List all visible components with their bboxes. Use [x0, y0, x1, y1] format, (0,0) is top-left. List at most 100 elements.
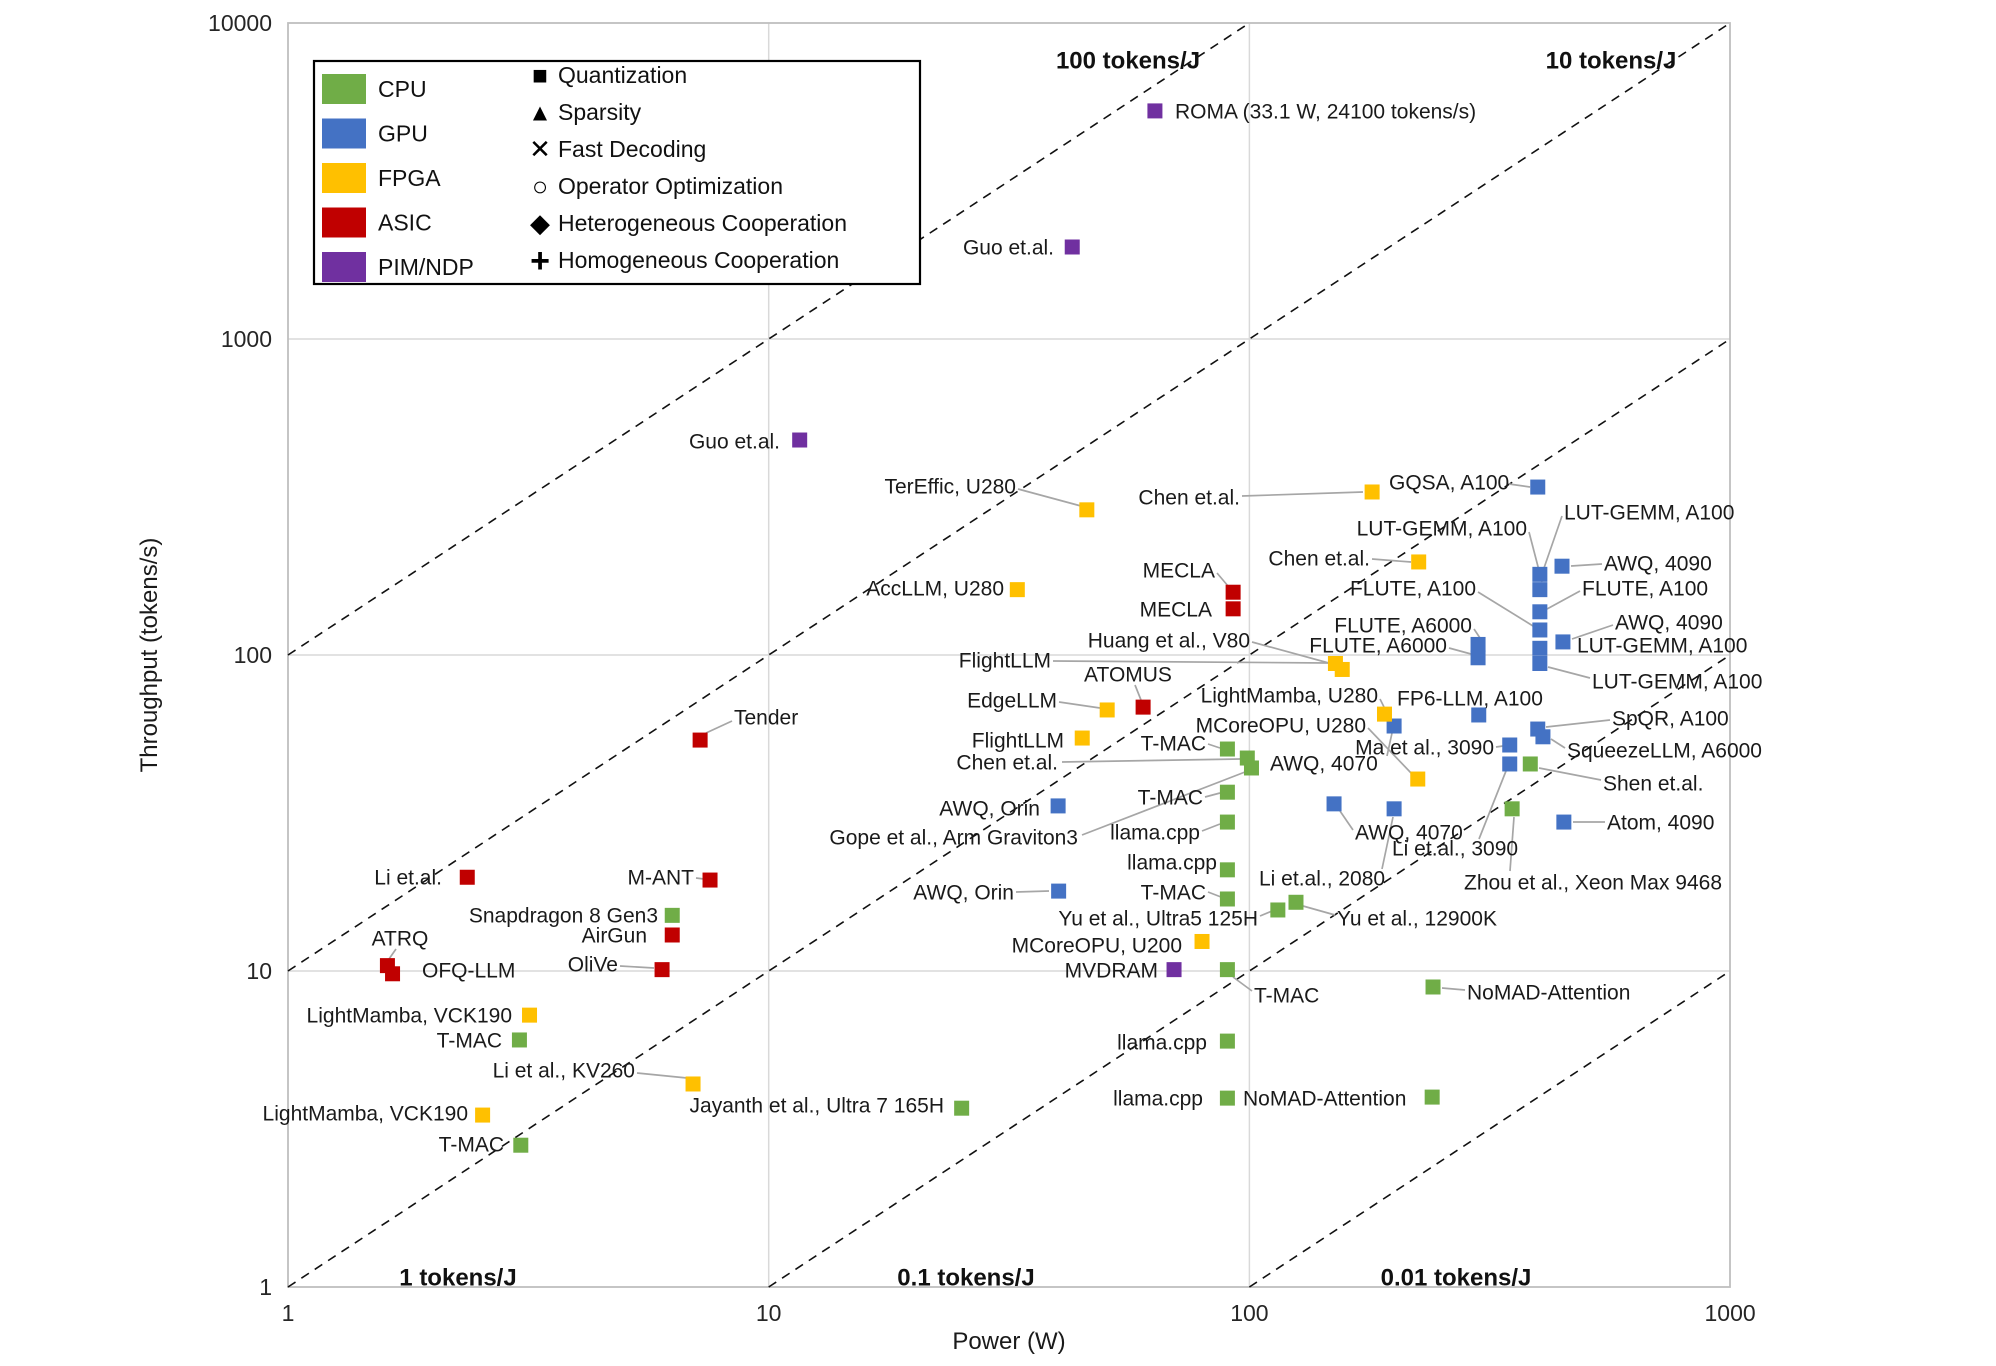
- data-point-label: MCoreOPU, U280: [1196, 714, 1366, 737]
- data-point-gpu-square: [1532, 604, 1548, 620]
- label-leader-line: [1207, 743, 1221, 749]
- label-leader-line: [636, 1072, 688, 1079]
- data-point-fpga-square: [1376, 706, 1392, 722]
- label-leader-line: [1473, 628, 1481, 639]
- label-leader-line: [1379, 698, 1385, 708]
- data-point-asic-square: [459, 869, 475, 885]
- efficiency-line-label: 10 tokens/J: [1546, 47, 1677, 74]
- data-point-fpga-square: [1334, 661, 1350, 677]
- data-point-label: MECLA: [1143, 559, 1215, 582]
- data-point-cpu-square: [1219, 814, 1235, 830]
- label-leader-line: [388, 948, 397, 960]
- data-point-gpu-square: [1051, 883, 1067, 899]
- label-leader-line: [1134, 684, 1142, 701]
- data-point-gpu-square: [1326, 796, 1342, 812]
- data-point-label: T-MAC: [1254, 984, 1319, 1007]
- data-point-label: SpQR, A100: [1612, 707, 1729, 730]
- data-point-label: Li et.al.: [374, 866, 442, 889]
- data-point-fpga-square: [1194, 933, 1210, 949]
- label-leader-line: [1339, 810, 1354, 831]
- data-point-label: Yu et al., Ultra5 125H: [1058, 907, 1258, 930]
- data-point-asic-square: [654, 962, 670, 978]
- data-point-label: FLUTE, A6000: [1309, 634, 1447, 657]
- data-point-label: FLUTE, A6000: [1334, 614, 1472, 637]
- data-point-pimndp-square: [1064, 239, 1080, 255]
- data-point-fpga-square: [1009, 582, 1025, 598]
- data-point-label: Jayanth et al., Ultra 7 165H: [690, 1094, 944, 1117]
- legend-glyph-sparsity-icon: ▲: [528, 99, 552, 126]
- data-point-cpu-square: [1219, 862, 1235, 878]
- legend-swatch-cpu: [322, 74, 366, 104]
- data-point-cpu-square: [1288, 894, 1304, 910]
- label-leader-line: [1201, 823, 1221, 832]
- data-point-label: OliVe: [568, 953, 618, 976]
- data-point-label: NoMAD-Attention: [1467, 981, 1630, 1004]
- data-point-asic-square: [664, 927, 680, 943]
- label-leader-line: [1570, 563, 1603, 567]
- data-point-pimndp-square: [1166, 962, 1182, 978]
- label-leader-line: [1495, 745, 1504, 748]
- data-point-label: Atom, 4090: [1607, 811, 1714, 834]
- legend-swatch-fpga: [322, 163, 366, 193]
- data-point-label: T-MAC: [437, 1029, 502, 1052]
- legend-box: [312, 59, 922, 286]
- data-point-label: Tender: [734, 706, 798, 729]
- label-leader-line: [1546, 590, 1581, 610]
- data-point-cpu-square: [1522, 756, 1538, 772]
- label-leader-line: [1477, 591, 1534, 627]
- data-point-label: ROMA (33.1 W, 24100 tokens/s): [1175, 100, 1476, 123]
- data-point-cpu-square: [1219, 741, 1235, 757]
- y-tick-label: 10: [246, 958, 272, 984]
- data-point-label: llama.cpp: [1127, 851, 1217, 874]
- data-point-cpu-square: [1270, 902, 1286, 918]
- efficiency-line: [1248, 970, 1731, 1288]
- data-point-label: AWQ, 4070: [1270, 752, 1378, 775]
- data-point-fpga-square: [1074, 730, 1090, 746]
- efficiency-line-label: 0.01 tokens/J: [1381, 1264, 1532, 1291]
- data-point-cpu-square: [1504, 801, 1520, 817]
- x-tick-label: 1000: [1705, 1300, 1756, 1326]
- data-point-label: M-ANT: [628, 866, 695, 889]
- label-leader-line: [1367, 727, 1413, 775]
- data-point-label: MVDRAM: [1065, 959, 1158, 982]
- x-tick-label: 100: [1230, 1300, 1268, 1326]
- data-point-label: EdgeLLM: [967, 689, 1057, 712]
- data-point-cpu-square: [664, 907, 680, 923]
- data-point-asic-square: [702, 872, 718, 888]
- label-leader-line: [1381, 816, 1394, 870]
- label-leader-line: [705, 720, 733, 734]
- label-leader-line: [1204, 792, 1221, 798]
- data-point-label: AWQ, 4090: [1604, 552, 1712, 575]
- data-point-label: AccLLM, U280: [866, 577, 1004, 600]
- data-point-label: FLUTE, A100: [1582, 577, 1708, 600]
- data-point-label: LUT-GEMM, A100: [1577, 634, 1747, 657]
- label-leader-line: [1448, 647, 1472, 655]
- data-point-gpu-square: [1471, 707, 1487, 723]
- label-leader-line: [1386, 732, 1393, 757]
- data-point-label: FLUTE, A100: [1350, 577, 1476, 600]
- data-point-label: T-MAC: [1141, 732, 1206, 755]
- legend-hardware-label: FPGA: [378, 165, 441, 191]
- data-point-cpu-square: [1219, 1033, 1235, 1049]
- label-leader-line: [1251, 641, 1337, 666]
- label-leader-line: [1058, 701, 1101, 709]
- data-point-gpu-square: [1502, 756, 1518, 772]
- data-point-label: Li et al., KV260: [493, 1059, 635, 1082]
- data-point-label: GQSA, A100: [1389, 471, 1509, 494]
- legend-glyph-heterogeneous-cooperation-icon: ◆: [530, 208, 550, 238]
- data-point-label: Snapdragon 8 Gen3: [469, 904, 658, 927]
- data-point-label: AWQ, Orin: [939, 797, 1040, 820]
- label-leader-line: [1547, 666, 1591, 679]
- data-point-cpu-square: [954, 1100, 970, 1116]
- data-point-fpga-square: [1410, 771, 1426, 787]
- data-point-label: LUT-GEMM, A100: [1357, 517, 1527, 540]
- efficiency-line-label: 0.1 tokens/J: [897, 1264, 1034, 1291]
- data-point-label: Huang et al., V80: [1088, 629, 1250, 652]
- label-leader-line: [1017, 488, 1082, 507]
- data-point-pimndp-square: [1147, 103, 1163, 119]
- data-point-fpga-square: [1079, 502, 1095, 518]
- x-tick-label: 1: [282, 1300, 295, 1326]
- legend-hardware-label: CPU: [378, 76, 427, 102]
- efficiency-line-label: 100 tokens/J: [1056, 47, 1200, 74]
